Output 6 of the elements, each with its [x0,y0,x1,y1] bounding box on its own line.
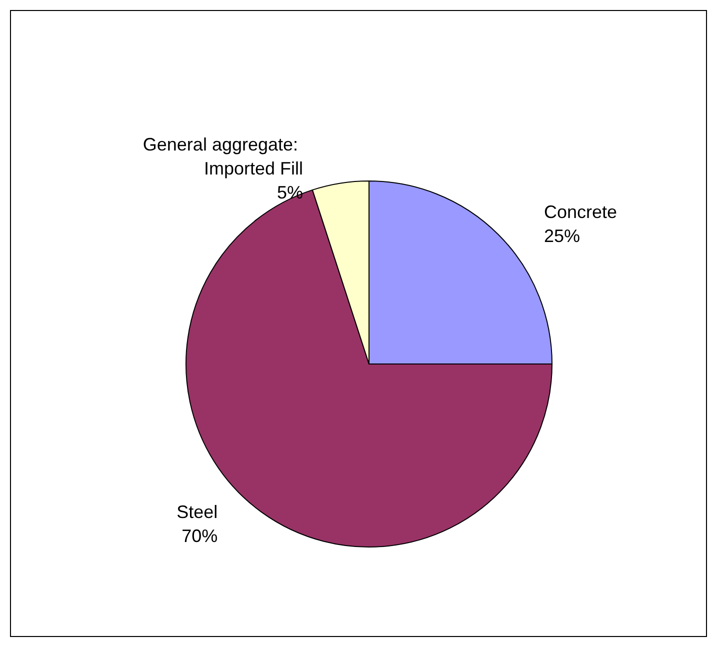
data-label: 25% [544,226,580,246]
slice-label: Concrete [544,202,618,222]
data-label: 5% [277,182,304,202]
slice-label: Steel [176,502,218,522]
slice-label: General aggregate: Imported Fill [142,134,304,178]
data-label: 70% [182,526,218,546]
